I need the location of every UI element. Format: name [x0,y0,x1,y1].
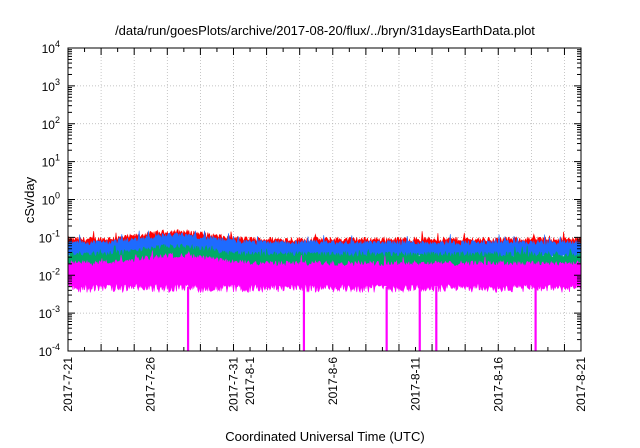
dropout-spike [385,286,388,351]
y-tick-label: 101 [42,153,60,170]
y-tick-label: 102 [42,115,60,132]
x-tick-label: 2017-8-21 [574,357,588,412]
dropout-spike [435,286,438,351]
axis-ticks: 10-4 10-3 10-2 10-1 100 101 102 103 104 2017-7-21… [39,39,588,412]
x-tick-label: 2017-8-6 [326,357,340,405]
y-axis-label: cSv/day [22,176,37,223]
dropout-spike [186,286,190,351]
y-tick-label: 10-1 [39,228,60,245]
x-tick-label: 2017-7-26 [144,357,158,412]
x-tick-label: 2017-7-21 [61,357,75,412]
y-tick-label: 10-4 [39,342,60,359]
x-axis-label: Coordinated Universal Time (UTC) [225,429,424,444]
x-tick-label: 2017-8-11 [409,357,423,411]
grid-lines [68,48,581,351]
dropout-spike [418,286,421,351]
x-tick-label: 2017-8-16 [491,357,505,412]
y-tick-label: 100 [42,191,60,208]
y-tick-label: 103 [42,77,60,94]
data-series [67,229,582,351]
x-tick-label: 2017-8-1 [243,357,257,405]
chart-title: /data/run/goesPlots/archive/2017-08-20/f… [115,23,535,38]
y-tick-label: 104 [42,39,60,56]
dropout-spike [534,286,537,351]
dropout-spike [302,286,306,351]
y-tick-label: 10-2 [39,266,60,283]
x-tick-label: 2017-7-31 [226,357,240,412]
y-tick-label: 10-3 [39,304,60,321]
